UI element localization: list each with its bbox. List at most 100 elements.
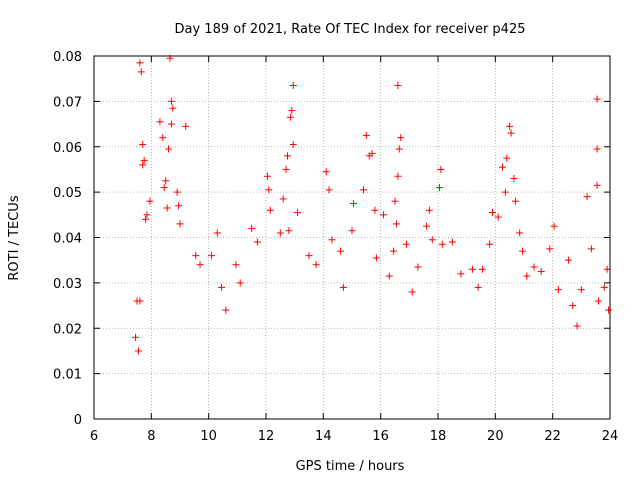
x-tick-label: 18 <box>430 429 447 444</box>
data-point <box>593 145 601 153</box>
data-point <box>322 168 330 176</box>
data-point <box>511 197 519 205</box>
data-point <box>362 131 370 139</box>
data-point <box>397 134 405 142</box>
data-point <box>593 95 601 103</box>
data-point <box>162 177 170 185</box>
data-point <box>510 175 518 183</box>
data-point <box>488 209 496 217</box>
axis-ticks: 6 8 10 12 14 16 18 20 22 24 0 0.01 0.02 0.03 0.04 0.05 0… <box>53 50 618 444</box>
data-point <box>494 213 502 221</box>
data-point <box>573 322 581 330</box>
data-point <box>163 204 171 212</box>
data-point <box>142 215 150 223</box>
data-point <box>385 272 393 280</box>
data-point <box>325 186 333 194</box>
x-tick-label: 20 <box>487 429 504 444</box>
data-point <box>486 240 494 248</box>
data-point <box>136 297 144 305</box>
data-point <box>196 261 204 269</box>
data-point <box>169 104 177 112</box>
x-tick-label: 8 <box>147 429 155 444</box>
data-point <box>380 211 388 219</box>
y-tick-label: 0.08 <box>53 50 82 65</box>
data-point <box>428 236 436 244</box>
data-point <box>253 238 261 246</box>
data-point <box>603 265 611 273</box>
data-point <box>478 265 486 273</box>
data-point <box>167 120 175 128</box>
data-point <box>394 81 402 89</box>
data-point <box>175 202 183 210</box>
data-point <box>143 211 151 219</box>
data-point <box>546 245 554 253</box>
data-point <box>438 240 446 248</box>
data-point <box>583 193 591 201</box>
data-point <box>132 333 140 341</box>
data-point <box>564 256 572 264</box>
data-point <box>554 286 562 294</box>
data-point <box>176 220 184 228</box>
data-point <box>266 206 274 214</box>
data-point <box>371 206 379 214</box>
data-point <box>507 129 515 137</box>
data-point <box>516 229 524 237</box>
data-point <box>286 113 294 121</box>
x-tick-label: 22 <box>544 429 561 444</box>
data-point <box>550 222 558 230</box>
data-point <box>289 81 297 89</box>
data-point <box>392 220 400 228</box>
y-tick-label: 0.05 <box>53 186 82 201</box>
data-point <box>248 224 256 232</box>
data-point <box>282 165 290 173</box>
data-point <box>222 306 230 314</box>
data-point <box>499 163 506 171</box>
data-point <box>390 247 398 255</box>
data-point <box>569 302 577 310</box>
data-point <box>294 209 302 217</box>
x-tick-label: 10 <box>200 429 217 444</box>
y-tick-label: 0 <box>74 413 82 428</box>
data-point <box>537 268 545 276</box>
data-point <box>425 206 433 214</box>
data-point <box>414 263 422 271</box>
data-point <box>437 165 445 173</box>
data-point <box>136 59 144 67</box>
data-point <box>501 188 509 196</box>
data-point <box>468 265 476 273</box>
data-point <box>160 184 168 192</box>
data-point <box>218 283 226 291</box>
data-point <box>192 252 200 260</box>
data-point <box>506 122 514 130</box>
data-point <box>140 156 148 164</box>
data-point <box>284 152 291 160</box>
data-point <box>289 140 297 148</box>
data-point <box>279 195 287 203</box>
data-point <box>167 97 175 105</box>
x-tick-label: 12 <box>258 429 275 444</box>
data-point <box>394 172 402 180</box>
data-point <box>137 68 145 76</box>
data-point <box>503 154 511 162</box>
y-tick-label: 0.06 <box>53 141 82 156</box>
data-point <box>435 184 443 192</box>
data-point <box>146 197 154 205</box>
data-point <box>182 122 190 130</box>
data-point <box>372 254 380 262</box>
data-point <box>457 270 465 278</box>
data-point <box>339 283 347 291</box>
data-point <box>530 263 538 271</box>
data-point <box>236 279 244 287</box>
x-tick-label: 6 <box>90 429 98 444</box>
data-point <box>519 247 527 255</box>
data-point <box>349 199 357 207</box>
data-point <box>276 229 284 237</box>
data-point <box>265 186 273 194</box>
x-axis-label: GPS time / hours <box>296 459 405 474</box>
data-point <box>408 288 416 296</box>
data-point <box>474 283 482 291</box>
x-tick-label: 16 <box>372 429 389 444</box>
